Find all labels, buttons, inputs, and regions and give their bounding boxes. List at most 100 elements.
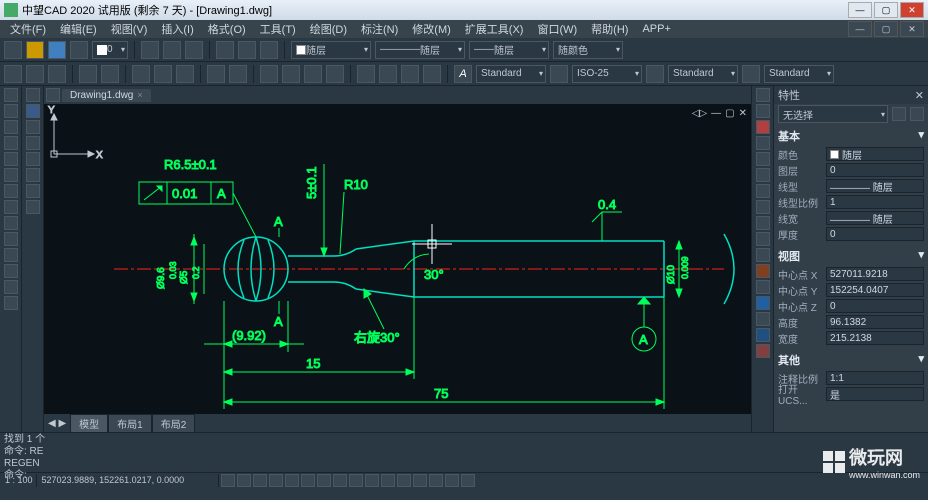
collapse-icon[interactable]: ▾ [918, 352, 924, 368]
props-value[interactable]: 215.2138 [826, 331, 924, 345]
quickselect-icon[interactable] [892, 107, 906, 121]
undo-icon[interactable] [207, 65, 225, 83]
tool-icon[interactable] [141, 41, 159, 59]
doc-maximize-button[interactable]: ▢ [874, 21, 898, 37]
dimstyle-icon[interactable] [550, 65, 568, 83]
menu-dim[interactable]: 标注(N) [355, 21, 404, 37]
layout-tab-model[interactable]: 模型 [70, 414, 108, 433]
status-icon[interactable] [445, 474, 459, 487]
props-row[interactable]: 中心点 X527011.9218 [778, 266, 924, 282]
doc-minimize-button[interactable]: — [848, 21, 872, 37]
menu-file[interactable]: 文件(F) [4, 21, 52, 37]
props-row[interactable]: 线宽———— 随层 [778, 210, 924, 226]
props-row[interactable]: 中心点 Y152254.0407 [778, 282, 924, 298]
tool-icon[interactable] [357, 65, 375, 83]
cut-icon[interactable] [132, 65, 150, 83]
rtool-icon[interactable] [756, 88, 770, 102]
rtool-icon[interactable] [756, 232, 770, 246]
text-icon[interactable] [4, 232, 18, 246]
linetype-dropdown[interactable]: ———— 随层 [375, 41, 465, 59]
maximize-button[interactable]: ▢ [874, 2, 898, 18]
textstyle-icon[interactable]: A [454, 65, 472, 83]
collapse-icon[interactable]: ▾ [918, 128, 924, 144]
menu-help[interactable]: 帮助(H) [585, 21, 634, 37]
props-value[interactable]: 随层 [826, 147, 924, 161]
rtool-icon[interactable] [756, 120, 770, 134]
status-icon[interactable] [461, 474, 475, 487]
new-file-icon[interactable] [4, 65, 22, 83]
hatch-icon[interactable] [4, 216, 18, 230]
redo-icon[interactable] [229, 65, 247, 83]
mleader-icon[interactable] [742, 65, 760, 83]
bulb-icon[interactable] [26, 41, 44, 59]
move-icon[interactable] [26, 120, 40, 134]
tool-icon[interactable] [185, 41, 203, 59]
folder-icon[interactable] [26, 104, 40, 118]
props-row[interactable]: 厚度0 [778, 226, 924, 242]
block-icon[interactable] [4, 264, 18, 278]
pan-icon[interactable] [260, 65, 278, 83]
freeze-icon[interactable] [48, 41, 66, 59]
menu-view[interactable]: 视图(V) [105, 21, 154, 37]
rtool-icon[interactable] [756, 216, 770, 230]
props-row[interactable]: 线型———— 随层 [778, 178, 924, 194]
home-icon[interactable] [26, 88, 40, 102]
arc-icon[interactable] [4, 136, 18, 150]
rtool-icon[interactable] [756, 168, 770, 182]
model-icon[interactable] [365, 474, 379, 487]
dimstyle-dropdown[interactable]: ISO-25 [572, 65, 642, 83]
status-scale[interactable]: 1 : 100 [2, 474, 37, 487]
props-value[interactable]: 96.1382 [826, 315, 924, 329]
line-icon[interactable] [4, 88, 18, 102]
tablestyle-dropdown[interactable]: Standard [668, 65, 738, 83]
doc-plus-icon[interactable] [46, 88, 60, 102]
rtool-icon[interactable] [756, 296, 770, 310]
grid-icon[interactable] [237, 474, 251, 487]
tool-icon[interactable] [423, 65, 441, 83]
props-value[interactable]: 527011.9218 [826, 267, 924, 281]
doc-close-button[interactable]: ✕ [900, 21, 924, 37]
tool-icon[interactable] [401, 65, 419, 83]
props-value[interactable]: 0 [826, 227, 924, 241]
menu-edit[interactable]: 编辑(E) [54, 21, 103, 37]
rtool-icon[interactable] [756, 280, 770, 294]
menu-modify[interactable]: 修改(M) [406, 21, 457, 37]
rect-icon[interactable] [4, 152, 18, 166]
print-icon[interactable] [79, 65, 97, 83]
minimize-button[interactable]: — [848, 2, 872, 18]
tool-icon[interactable] [260, 41, 278, 59]
props-value[interactable]: 0 [826, 163, 924, 177]
doc-tab[interactable]: Drawing1.dwg × [62, 89, 151, 102]
status-icon[interactable] [397, 474, 411, 487]
snap-icon[interactable] [221, 474, 235, 487]
status-icon[interactable] [381, 474, 395, 487]
region-icon[interactable] [4, 296, 18, 310]
layer-quick-dropdown[interactable]: 0 [92, 41, 128, 59]
props-value[interactable]: 1 [826, 195, 924, 209]
pickobj-icon[interactable] [910, 107, 924, 121]
zoom-ext-icon[interactable] [326, 65, 344, 83]
stretch-icon[interactable] [26, 200, 40, 214]
tool-icon[interactable] [163, 41, 181, 59]
props-value[interactable]: 是 [826, 387, 924, 401]
doc-tab-close-icon[interactable]: × [137, 90, 142, 100]
dynucs-icon[interactable] [317, 474, 331, 487]
layout-tab-2[interactable]: 布局2 [152, 414, 196, 433]
props-row[interactable]: 图层0 [778, 162, 924, 178]
rtool-icon[interactable] [756, 104, 770, 118]
selection-dropdown[interactable]: 无选择 [778, 105, 888, 123]
tool-icon[interactable] [379, 65, 397, 83]
ortho-icon[interactable] [253, 474, 267, 487]
props-value[interactable]: 0 [826, 299, 924, 313]
props-value[interactable]: 1:1 [826, 371, 924, 385]
preview-icon[interactable] [101, 65, 119, 83]
status-icon[interactable] [413, 474, 427, 487]
polygon-icon[interactable] [4, 168, 18, 182]
props-value[interactable]: ———— 随层 [826, 179, 924, 193]
menu-format[interactable]: 格式(O) [202, 21, 252, 37]
osnap-icon[interactable] [285, 474, 299, 487]
props-value[interactable]: 152254.0407 [826, 283, 924, 297]
props-row[interactable]: 颜色随层 [778, 146, 924, 162]
menu-tools[interactable]: 工具(T) [254, 21, 302, 37]
props-value[interactable]: ———— 随层 [826, 211, 924, 225]
